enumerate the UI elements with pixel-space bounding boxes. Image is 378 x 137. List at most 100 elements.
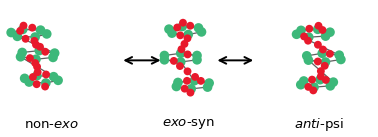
- Point: [161, 59, 167, 61]
- Point: [166, 28, 172, 30]
- Point: [316, 25, 322, 27]
- Point: [310, 89, 316, 92]
- Point: [191, 80, 197, 82]
- Point: [182, 88, 188, 90]
- Point: [34, 83, 40, 85]
- Point: [50, 56, 56, 58]
- Point: [34, 66, 40, 68]
- Point: [177, 34, 183, 36]
- Text: $\it{anti}$-psi: $\it{anti}$-psi: [294, 116, 344, 133]
- Point: [20, 28, 26, 31]
- Text: non-$\it{exo}$: non-$\it{exo}$: [24, 118, 79, 131]
- Point: [43, 73, 49, 76]
- Point: [320, 48, 326, 51]
- Point: [27, 57, 33, 59]
- Point: [43, 82, 49, 84]
- Point: [32, 36, 38, 38]
- Point: [306, 28, 312, 30]
- Point: [194, 59, 200, 61]
- Point: [318, 70, 324, 72]
- Point: [187, 92, 194, 94]
- Point: [298, 84, 304, 86]
- Point: [184, 37, 191, 39]
- Point: [194, 54, 200, 57]
- Point: [177, 65, 183, 67]
- Point: [42, 85, 48, 88]
- Point: [305, 59, 311, 61]
- Point: [298, 29, 304, 32]
- Point: [35, 71, 41, 73]
- Point: [174, 85, 180, 88]
- Point: [318, 75, 324, 78]
- Point: [17, 56, 23, 58]
- Point: [330, 81, 336, 83]
- Point: [188, 88, 194, 90]
- Point: [19, 51, 25, 54]
- Point: [206, 82, 212, 84]
- Point: [319, 29, 325, 31]
- Point: [315, 28, 321, 30]
- Text: $\it{exo}$-syn: $\it{exo}$-syn: [163, 117, 215, 131]
- Point: [184, 80, 190, 82]
- Point: [175, 81, 181, 84]
- Point: [42, 51, 48, 53]
- Point: [192, 76, 198, 78]
- Point: [317, 79, 323, 81]
- Point: [55, 79, 61, 81]
- Point: [322, 35, 328, 37]
- Point: [52, 52, 58, 54]
- Point: [304, 55, 310, 57]
- Point: [29, 27, 35, 29]
- Point: [327, 85, 333, 87]
- Point: [301, 80, 307, 82]
- Point: [20, 25, 26, 27]
- Point: [195, 27, 201, 29]
- Point: [17, 30, 23, 32]
- Point: [23, 38, 29, 40]
- Point: [32, 62, 38, 64]
- Point: [311, 86, 317, 88]
- Point: [33, 58, 39, 60]
- Point: [327, 31, 333, 33]
- Point: [161, 54, 167, 57]
- Point: [30, 76, 36, 78]
- Point: [37, 46, 43, 48]
- Point: [26, 81, 32, 83]
- Point: [37, 29, 43, 31]
- Point: [336, 54, 342, 56]
- Point: [327, 53, 333, 55]
- Point: [306, 36, 312, 38]
- Point: [338, 58, 344, 61]
- Point: [51, 76, 57, 78]
- Point: [204, 86, 211, 88]
- Point: [181, 43, 187, 45]
- Point: [184, 53, 191, 55]
- Point: [178, 61, 184, 63]
- Point: [322, 61, 328, 63]
- Point: [44, 33, 50, 35]
- Point: [178, 52, 184, 54]
- Point: [305, 40, 311, 42]
- Point: [185, 33, 191, 36]
- Point: [323, 79, 329, 81]
- Point: [36, 49, 42, 52]
- Point: [169, 32, 175, 34]
- Point: [180, 22, 186, 24]
- Point: [198, 80, 204, 82]
- Point: [33, 44, 39, 46]
- Point: [294, 33, 300, 35]
- Point: [8, 31, 14, 34]
- Point: [301, 35, 307, 38]
- Point: [322, 65, 328, 67]
- Point: [187, 25, 193, 27]
- Point: [309, 79, 315, 81]
- Point: [184, 70, 191, 72]
- Point: [319, 52, 325, 54]
- Point: [315, 60, 321, 63]
- Point: [174, 26, 180, 29]
- Point: [22, 77, 28, 79]
- Point: [179, 25, 185, 28]
- Point: [315, 44, 321, 46]
- Point: [171, 60, 177, 62]
- Point: [31, 40, 37, 42]
